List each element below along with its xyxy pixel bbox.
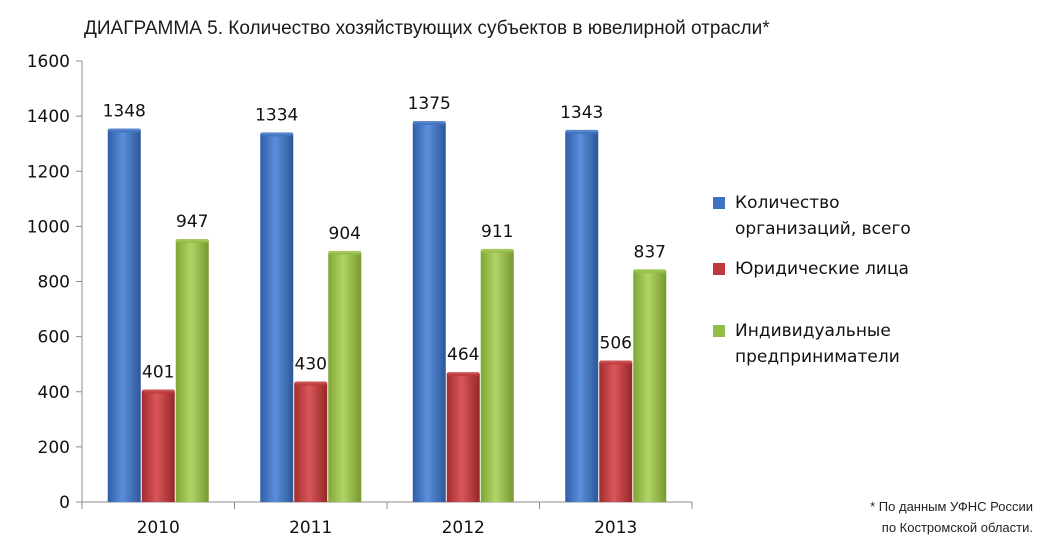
footnote-line1: * По данным УФНС России [870, 499, 1033, 514]
bar [599, 362, 633, 502]
data-label: 1348 [103, 101, 146, 121]
bar [294, 383, 328, 502]
data-label: 837 [634, 242, 666, 262]
data-label: 1334 [255, 105, 298, 125]
legend-label-entrepreneurs-line2: предприниматели [735, 347, 900, 367]
data-label: 1375 [408, 94, 451, 114]
data-label: 401 [142, 362, 174, 382]
legend-label-total-line1: Количество [735, 193, 840, 213]
bar-cap [141, 389, 175, 394]
data-label: 430 [295, 354, 327, 374]
x-tick-label: 2012 [442, 518, 485, 538]
y-tick-label: 600 [38, 328, 70, 348]
data-label: 911 [481, 222, 513, 242]
data-label: 464 [447, 345, 479, 365]
axes: 0 200 400 600 800 1000 1200 1400 1600 2010 2011 201… [27, 52, 693, 538]
bar [565, 131, 599, 502]
y-tick-label: 1600 [27, 52, 70, 72]
bar-cap [294, 381, 328, 386]
legend-swatch-total [713, 197, 725, 209]
data-labels: 1348 401 947 1334 430 904 1375 464 911 1343 506 837 [103, 94, 666, 382]
bar-cap [480, 248, 514, 253]
bar [446, 374, 480, 502]
bar [175, 240, 209, 502]
bar-cap [633, 269, 667, 274]
data-label: 506 [600, 334, 632, 354]
bar [260, 134, 294, 502]
x-tick-label: 2010 [137, 518, 180, 538]
legend-item-entrepreneurs: Индивидуальные предприниматели [713, 318, 943, 370]
data-label: 947 [176, 212, 208, 232]
bar-cap [446, 372, 480, 377]
bar [633, 271, 667, 502]
x-tick-label: 2011 [289, 518, 332, 538]
y-tick-label: 800 [38, 273, 70, 293]
y-tick-label: 1200 [27, 162, 70, 182]
bar [107, 130, 141, 502]
bar [141, 391, 175, 502]
legend: Количество организаций, всего Юридически… [713, 190, 943, 370]
bar-cap [328, 250, 362, 255]
bar-cap [260, 132, 294, 137]
chart-title: ДИАГРАММА 5. Количество хозяйствующих су… [84, 18, 770, 39]
bar-cap [565, 129, 599, 134]
footnote: * По данным УФНС России по Костромской о… [870, 496, 1033, 538]
legend-swatch-entrepreneurs [713, 325, 725, 337]
data-label: 1343 [560, 103, 603, 123]
bar-cap [599, 360, 633, 365]
y-tick-label: 200 [38, 438, 70, 458]
legend-item-total: Количество организаций, всего [713, 190, 943, 242]
legend-swatch-legal-entities [713, 263, 725, 275]
legend-label-legal-entities: Юридические лица [735, 259, 909, 279]
bar [480, 250, 514, 502]
y-tick-label: 0 [59, 493, 70, 513]
footnote-line2: по Костромской области. [881, 520, 1033, 535]
legend-label-entrepreneurs-line1: Индивидуальные [735, 321, 891, 341]
x-tick-label: 2013 [594, 518, 637, 538]
bar-cap [412, 121, 446, 126]
y-tick-label: 400 [38, 383, 70, 403]
bars [107, 121, 667, 502]
bar-cap [175, 238, 209, 243]
data-label: 904 [329, 224, 361, 244]
y-tick-label: 1000 [27, 217, 70, 237]
bar [412, 123, 446, 502]
legend-item-legal-entities: Юридические лица [713, 256, 943, 282]
legend-label-total-line2: организаций, всего [735, 219, 911, 239]
bar-cap [107, 128, 141, 133]
y-tick-label: 1400 [27, 107, 70, 127]
bar [328, 252, 362, 502]
